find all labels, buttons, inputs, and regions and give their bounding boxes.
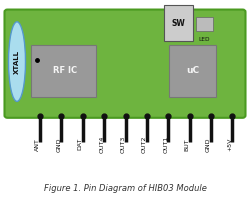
Text: OUT1: OUT1 — [163, 136, 168, 153]
Text: ANT: ANT — [35, 138, 40, 151]
FancyBboxPatch shape — [4, 10, 246, 118]
Bar — [164, 5, 192, 41]
Text: Figure 1. Pin Diagram of HIB03 Module: Figure 1. Pin Diagram of HIB03 Module — [44, 184, 206, 193]
Text: LED: LED — [198, 37, 210, 42]
Bar — [169, 45, 216, 97]
Text: BUT: BUT — [185, 138, 190, 151]
Text: GND: GND — [206, 137, 211, 151]
Bar — [31, 45, 96, 97]
Text: OUT2: OUT2 — [142, 136, 147, 153]
Text: uC: uC — [186, 66, 199, 75]
Text: +5V: +5V — [228, 138, 232, 151]
Text: RF IC: RF IC — [53, 66, 77, 75]
Bar — [196, 17, 212, 31]
Text: OUT3: OUT3 — [120, 136, 126, 153]
Text: SW: SW — [171, 19, 185, 27]
Text: OUT4: OUT4 — [99, 136, 104, 153]
Ellipse shape — [8, 22, 25, 101]
Text: GND: GND — [56, 137, 62, 151]
Text: DAT: DAT — [78, 138, 83, 150]
Text: XTALL: XTALL — [14, 50, 20, 74]
